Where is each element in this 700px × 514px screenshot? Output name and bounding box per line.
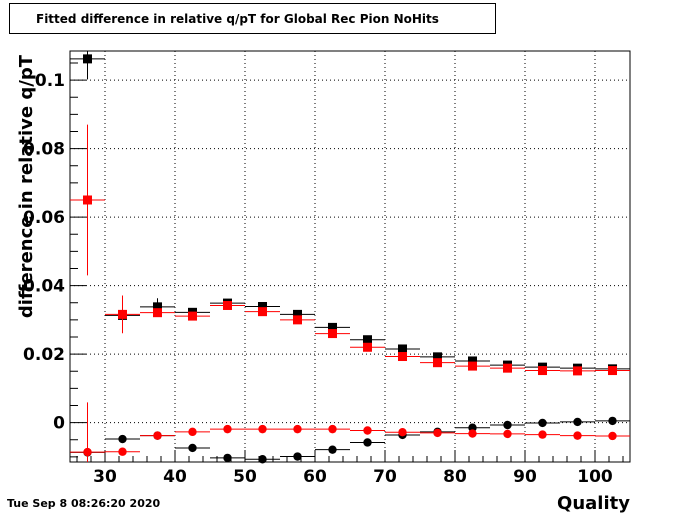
data-point-circle — [328, 424, 337, 434]
x-tick-label: 90 — [513, 467, 537, 487]
data-point-square — [328, 322, 337, 332]
y-tick-label: 0 — [53, 414, 65, 434]
data-point-square — [188, 311, 197, 321]
data-point-square — [573, 366, 582, 376]
chart-title: Fitted difference in relative q/pT for G… — [36, 11, 439, 26]
data-point-circle — [573, 417, 582, 427]
data-point-circle — [293, 424, 302, 434]
data-point-circle — [363, 426, 372, 435]
y-axis-title: difference in relative q/pT — [16, 54, 37, 318]
x-axis-title: Quality — [557, 493, 630, 514]
data-point-circle — [608, 416, 617, 426]
data-point-circle — [503, 429, 512, 439]
data-point-square — [538, 366, 547, 376]
data-point-circle — [363, 438, 372, 447]
data-point-square — [153, 302, 162, 312]
data-point-square — [363, 335, 372, 345]
data-point-square — [468, 356, 477, 366]
data-point-square — [608, 366, 617, 376]
x-tick-label: 100 — [577, 467, 613, 487]
data-point-circle — [188, 443, 197, 453]
data-point-square — [363, 342, 372, 352]
data-point-square — [223, 300, 232, 310]
data-point-square — [258, 302, 267, 312]
x-tick-label: 80 — [443, 467, 467, 487]
data-point-square — [258, 307, 267, 317]
x-tick-label: 60 — [303, 467, 327, 487]
data-point-circle — [468, 429, 477, 438]
data-point-square — [398, 352, 407, 362]
data-point-circle — [118, 434, 127, 444]
data-point-circle — [118, 447, 127, 456]
data-point-circle — [608, 431, 617, 441]
data-point-square — [503, 363, 512, 373]
y-tick-label: 0.06 — [23, 208, 65, 228]
y-tick-label: 0.02 — [23, 345, 65, 365]
data-point-square — [153, 308, 162, 318]
data-point-circle — [188, 427, 197, 437]
y-tick-label: 0.04 — [23, 277, 65, 297]
y-tick-label: 0.08 — [23, 140, 65, 160]
data-point-square — [118, 309, 127, 319]
data-point-square — [468, 361, 477, 371]
data-point-square — [433, 358, 442, 368]
data-point-square — [328, 329, 337, 339]
data-point-circle — [538, 430, 547, 439]
data-point-square — [83, 195, 92, 205]
x-tick-label: 70 — [373, 467, 397, 487]
data-point-square — [433, 352, 442, 362]
x-tick-label: 40 — [163, 467, 187, 487]
timestamp: Tue Sep 8 08:26:20 2020 — [7, 497, 161, 510]
data-point-circle — [83, 447, 92, 457]
data-point-circle — [468, 423, 477, 432]
data-point-circle — [258, 424, 267, 434]
y-tick-label: 0.1 — [35, 71, 65, 91]
data-point-circle — [503, 420, 512, 430]
chart-title-box: Fitted difference in relative q/pT for G… — [9, 3, 496, 34]
x-tick-label: 30 — [93, 467, 117, 487]
data-point-circle — [293, 452, 302, 461]
data-point-square — [293, 315, 302, 325]
data-point-circle — [573, 431, 582, 440]
plot-frame — [69, 50, 631, 463]
data-point-circle — [223, 424, 232, 434]
data-point-square — [83, 54, 92, 64]
data-point-square — [398, 344, 407, 354]
x-tick-label: 50 — [233, 467, 257, 487]
data-point-circle — [538, 418, 547, 428]
data-point-circle — [153, 431, 162, 440]
data-point-circle — [433, 428, 442, 438]
data-point-circle — [258, 455, 267, 464]
data-point-square — [293, 309, 302, 319]
data-point-circle — [223, 453, 232, 463]
data-point-circle — [328, 445, 337, 454]
data-point-circle — [398, 428, 407, 437]
